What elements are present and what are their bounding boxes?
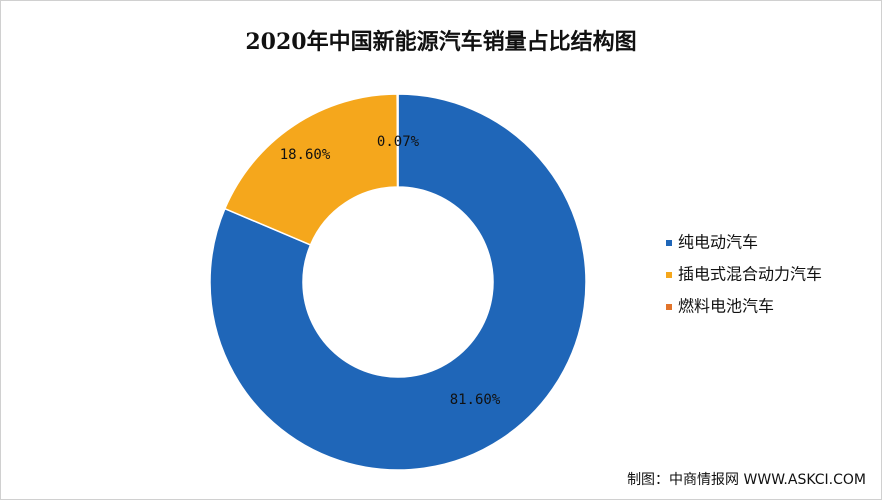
data-label: 18.60% — [280, 147, 331, 163]
source: 制图：中商情报网 WWW.ASKCI.COM — [627, 472, 866, 488]
legend-swatch — [666, 272, 672, 278]
legend-label: 燃料电池汽车 — [678, 297, 774, 316]
data-label: 81.60% — [450, 392, 501, 408]
donut-slice — [396, 93, 399, 188]
data-label: 0.07% — [377, 134, 420, 150]
donut-slice — [223, 93, 399, 246]
chart-title: 2020年中国新能源汽车销量占比结构图 — [245, 29, 636, 55]
legend-label: 插电式混合动力汽车 — [678, 265, 822, 284]
legend-swatch — [666, 240, 672, 246]
legend-label: 纯电动汽车 — [678, 233, 758, 252]
donut-slice — [209, 93, 587, 471]
legend-swatch — [666, 304, 672, 310]
